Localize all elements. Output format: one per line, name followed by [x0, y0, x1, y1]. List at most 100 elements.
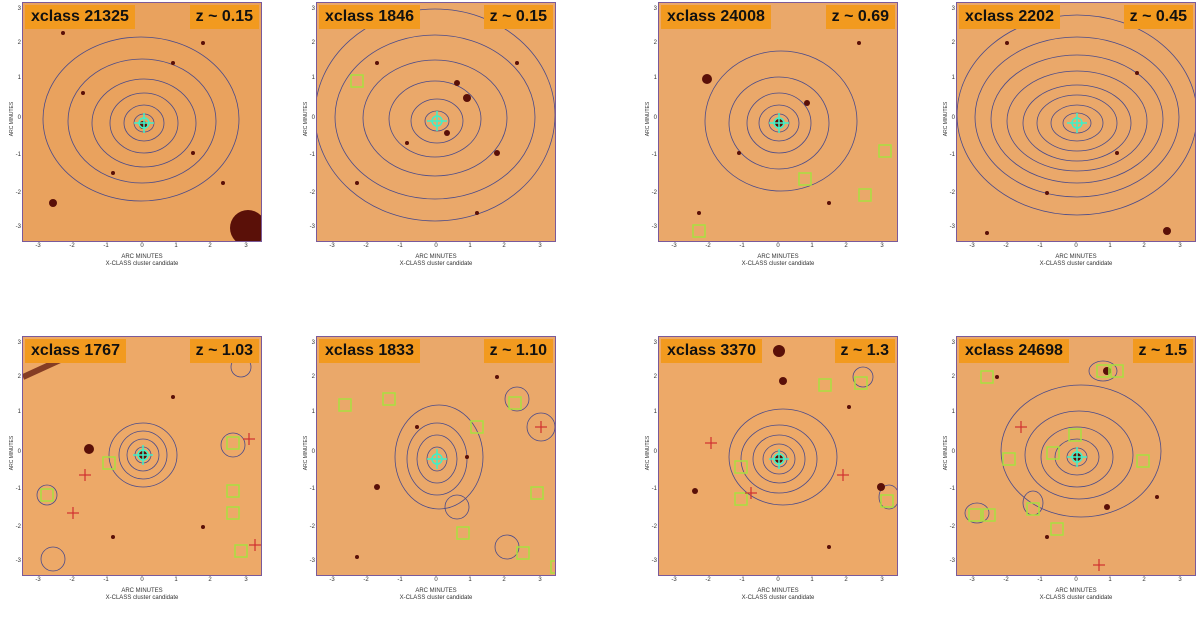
cluster-image: xclass 21325 z ~ 0.15	[22, 2, 262, 242]
x-axis-label: ARC MINUTES	[757, 254, 799, 260]
red-crosses	[535, 421, 547, 433]
x-axis-label: ARC MINUTES	[415, 254, 457, 260]
cluster-name: xclass 24698	[959, 339, 1069, 363]
cluster-image: xclass 2202 z ~ 0.45	[956, 2, 1196, 242]
source-squares	[968, 364, 1150, 536]
center-marker	[427, 111, 447, 131]
caption: X-CLASS cluster candidate	[1039, 595, 1113, 601]
source-square	[350, 74, 364, 88]
redshift-label: z ~ 0.45	[1123, 5, 1193, 29]
red-crosses	[67, 433, 261, 551]
source-squares	[40, 436, 248, 558]
cluster-name: xclass 21325	[25, 5, 135, 29]
field-plot	[659, 337, 897, 575]
field-plot	[23, 3, 261, 241]
caption: X-CLASS cluster candidate	[105, 261, 179, 267]
center-marker	[1067, 447, 1087, 467]
redshift-label: z ~ 1.3	[834, 339, 895, 363]
source-squares	[692, 144, 892, 238]
caption: X-CLASS cluster candidate	[105, 595, 179, 601]
cluster-name: xclass 24008	[661, 5, 771, 29]
caption: X-CLASS cluster candidate	[741, 595, 815, 601]
contours	[704, 50, 858, 192]
cluster-name: xclass 2202	[959, 5, 1060, 29]
field-plot	[317, 337, 555, 575]
sources	[355, 375, 499, 559]
contours	[42, 36, 240, 202]
redshift-label: z ~ 0.15	[189, 5, 259, 29]
field-plot	[957, 337, 1195, 575]
caption: X-CLASS cluster candidate	[399, 261, 473, 267]
center-marker	[769, 449, 789, 469]
sources	[355, 61, 519, 215]
cluster-image: xclass 24698 z ~ 1.5	[956, 336, 1196, 576]
center-marker	[769, 113, 789, 133]
cluster-image: xclass 1767 z ~ 1.03	[22, 336, 262, 576]
cluster-name: xclass 1767	[25, 339, 126, 363]
sources	[692, 345, 885, 549]
sources	[697, 41, 861, 215]
x-axis-label: ARC MINUTES	[121, 254, 163, 260]
redshift-label: z ~ 0.69	[825, 5, 895, 29]
center-marker	[134, 113, 154, 133]
center-marker	[427, 449, 447, 469]
caption: X-CLASS cluster candidate	[399, 595, 473, 601]
x-axis-label: ARC MINUTES	[757, 588, 799, 594]
x-axis-label: ARC MINUTES	[1055, 588, 1097, 594]
redshift-label: z ~ 1.5	[1132, 339, 1193, 363]
caption: X-CLASS cluster candidate	[1039, 261, 1113, 267]
source-squares	[338, 392, 555, 574]
cluster-image: xclass 1833 z ~ 1.10	[316, 336, 556, 576]
cluster-image: xclass 24008 z ~ 0.69	[658, 2, 898, 242]
cluster-image: xclass 3370 z ~ 1.3	[658, 336, 898, 576]
x-axis-label: ARC MINUTES	[1055, 254, 1097, 260]
source-squares	[734, 376, 894, 508]
field-plot	[23, 337, 261, 575]
red-crosses	[1015, 421, 1105, 571]
contours	[957, 14, 1195, 216]
cluster-name: xclass 3370	[661, 339, 762, 363]
field-plot	[317, 3, 555, 241]
red-crosses	[705, 437, 849, 499]
contours	[317, 8, 555, 222]
cluster-name: xclass 1833	[319, 339, 420, 363]
contours	[728, 366, 897, 510]
field-plot	[957, 3, 1195, 241]
redshift-label: z ~ 1.10	[483, 339, 553, 363]
caption: X-CLASS cluster candidate	[741, 261, 815, 267]
field-plot	[659, 3, 897, 241]
cluster-image: xclass 1846 z ~ 0.15	[316, 2, 556, 242]
sources	[985, 41, 1171, 235]
redshift-label: z ~ 1.03	[189, 339, 259, 363]
center-marker	[1067, 113, 1087, 133]
redshift-label: z ~ 0.15	[483, 5, 553, 29]
center-marker	[133, 445, 153, 465]
cluster-name: xclass 1846	[319, 5, 420, 29]
x-axis-label: ARC MINUTES	[121, 588, 163, 594]
x-axis-label: ARC MINUTES	[415, 588, 457, 594]
